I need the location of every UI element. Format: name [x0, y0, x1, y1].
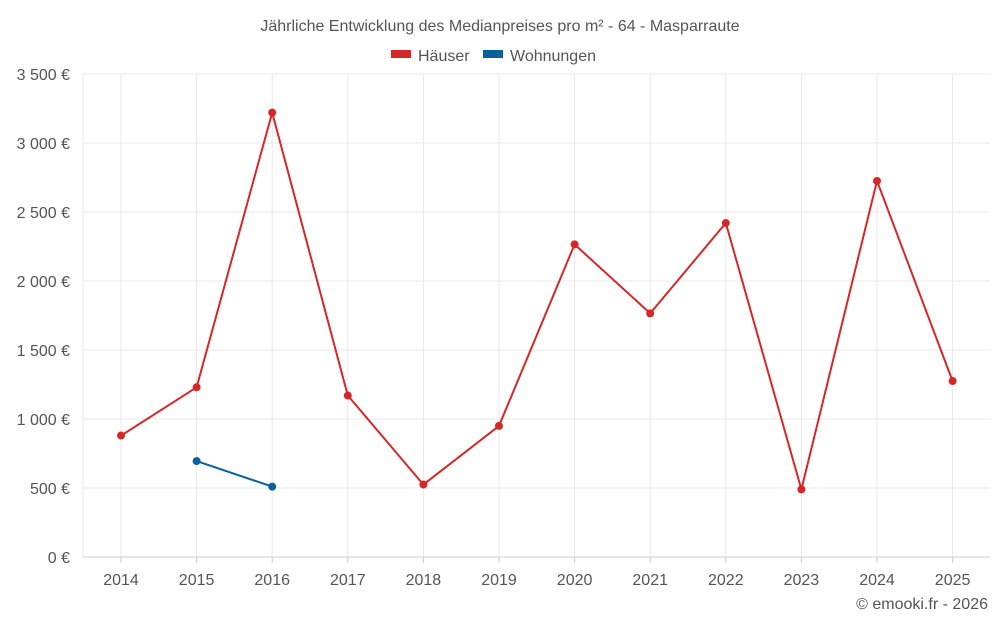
x-tick-label: 2016: [254, 572, 290, 589]
data-point-haeuser[interactable]: [873, 176, 881, 185]
data-point-haeuser[interactable]: [721, 219, 730, 228]
credit-text: © emooki.fr - 2026: [856, 596, 988, 613]
y-tick-label: 0 €: [48, 550, 70, 567]
x-tick-label: 2022: [708, 572, 744, 589]
legend-label-wohnungen: Wohnungen: [510, 48, 596, 65]
data-point-haeuser[interactable]: [117, 431, 125, 440]
data-point-haeuser[interactable]: [192, 383, 201, 392]
chart-title: Jährliche Entwicklung des Medianpreises …: [260, 18, 739, 35]
data-point-wohnungen[interactable]: [268, 482, 277, 491]
y-gridlines: [83, 73, 990, 558]
x-tick-label: 2017: [330, 572, 366, 589]
y-tick-label: 2 000 €: [17, 274, 70, 291]
data-point-wohnungen[interactable]: [192, 457, 201, 466]
legend: Häuser Wohnungen: [391, 48, 596, 65]
y-axis-ticks: 0 € 500 € 1 000 € 1 500 € 2 000 € 2 500 € 3 00…: [17, 67, 70, 567]
x-tick-label: 2025: [935, 572, 971, 589]
x-tick-label: 2021: [632, 572, 668, 589]
data-point-haeuser[interactable]: [570, 240, 579, 249]
data-point-haeuser[interactable]: [797, 485, 806, 494]
data-point-haeuser[interactable]: [268, 108, 277, 117]
y-tick-label: 3 500 €: [17, 67, 70, 84]
data-point-haeuser[interactable]: [948, 377, 957, 386]
legend-label-haeuser: Häuser: [418, 48, 470, 65]
x-tick-label: 2015: [179, 572, 215, 589]
series-line-haeuser: [120, 111, 954, 491]
legend-swatch-haeuser: [391, 50, 411, 58]
series-line-wohnungen: [196, 460, 273, 488]
x-tick-label: 2018: [406, 572, 442, 589]
legend-swatch-wohnungen: [483, 50, 503, 58]
x-tick-label: 2023: [784, 572, 820, 589]
x-gridlines: [82, 74, 954, 563]
data-point-haeuser[interactable]: [495, 421, 503, 430]
series-haeuser: [117, 108, 957, 494]
data-point-haeuser[interactable]: [646, 309, 655, 318]
y-tick-label: 2 500 €: [17, 205, 70, 222]
y-tick-label: 1 500 €: [17, 343, 70, 360]
x-tick-label: 2020: [557, 572, 593, 589]
y-tick-label: 500 €: [30, 481, 70, 498]
y-tick-label: 1 000 €: [17, 412, 70, 429]
x-tick-label: 2024: [859, 572, 895, 589]
x-tick-label: 2019: [481, 572, 517, 589]
x-tick-label: 2014: [103, 572, 139, 589]
series-wohnungen: [192, 457, 277, 491]
y-tick-label: 3 000 €: [17, 136, 70, 153]
x-axis-ticks: 2014 2015 2016 2017 2018 2019 2020 2021 2022 2023…: [103, 572, 970, 589]
data-point-haeuser[interactable]: [343, 391, 352, 400]
data-point-haeuser[interactable]: [419, 480, 428, 489]
series-layer: [117, 108, 957, 494]
